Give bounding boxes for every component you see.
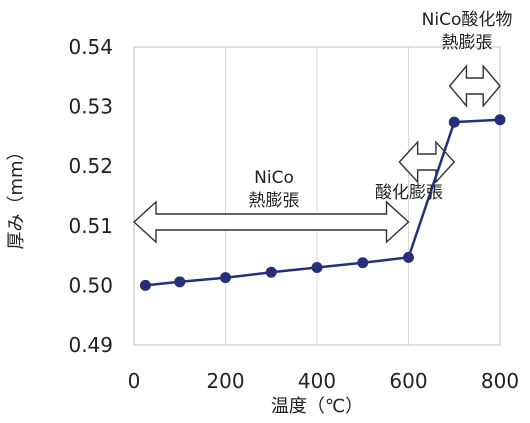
data-point	[174, 276, 186, 288]
y-tick-label: 0.49	[68, 333, 113, 357]
x-axis-ticks: 0 200 400 600 800	[128, 369, 519, 393]
y-tick-label: 0.50	[68, 273, 113, 297]
x-tick-label: 800	[481, 369, 519, 393]
annotation-label-1: NiCo	[254, 168, 294, 188]
data-point	[357, 257, 369, 269]
y-tick-label: 0.51	[68, 214, 113, 238]
series-line	[145, 118, 501, 287]
x-tick-label: 400	[298, 369, 336, 393]
y-tick-label: 0.52	[68, 154, 113, 178]
y-tick-label: 0.54	[68, 35, 113, 59]
annotation-label-1: 熱膨張	[249, 191, 300, 211]
annotation-arrows	[132, 64, 501, 244]
annotation-label-3: 熱膨張	[442, 33, 493, 53]
y-tick-label: 0.53	[68, 95, 113, 119]
data-point	[139, 279, 151, 291]
annotation-label-3: NiCo酸化物	[422, 10, 513, 30]
data-point	[403, 251, 414, 263]
annotation-label-2: 酸化膨張	[375, 183, 443, 203]
data-point	[311, 262, 323, 274]
plot-area-border	[133, 46, 501, 346]
annotation-arrow-3	[448, 64, 501, 108]
y-axis-title: 厚み（mm）	[6, 142, 27, 249]
data-point	[220, 272, 231, 284]
grid-lines	[225, 47, 409, 345]
data-point	[265, 266, 277, 278]
x-axis-title: 温度（℃）	[271, 396, 363, 417]
x-tick-label: 200	[206, 369, 244, 393]
data-point	[448, 116, 460, 128]
annotation-arrow-2	[398, 140, 456, 184]
annotation-arrow-1	[132, 200, 410, 244]
y-axis-ticks: 0.54 0.53 0.52 0.51 0.50 0.49	[68, 35, 113, 357]
series-group	[139, 114, 506, 291]
data-point	[494, 114, 506, 126]
x-tick-label: 0	[128, 369, 141, 393]
x-tick-label: 600	[389, 369, 427, 393]
